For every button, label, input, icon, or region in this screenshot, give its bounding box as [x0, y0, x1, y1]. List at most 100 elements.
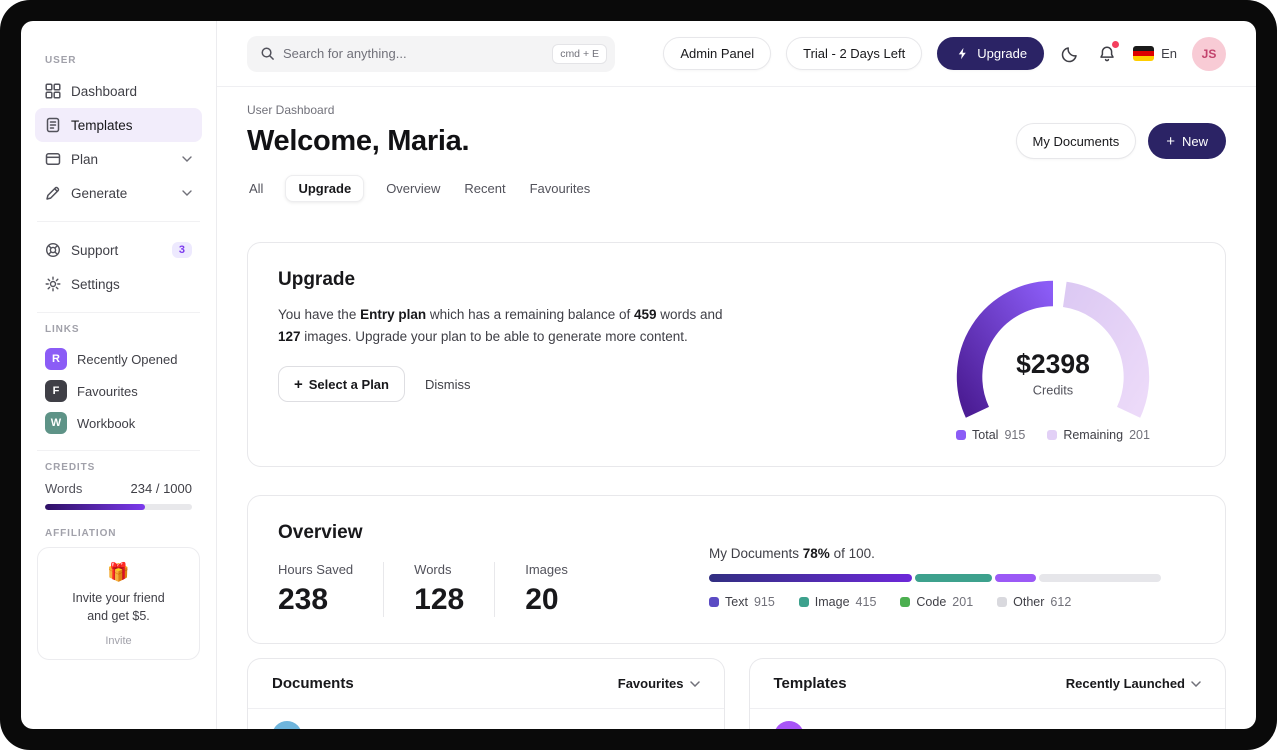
templates-card-title: Templates [773, 675, 847, 693]
document-list-item[interactable]: Untitled Document in Workbook [248, 709, 724, 729]
credits-gauge: $2398 Credits Total 915 Remaining [935, 269, 1171, 442]
stat-words: Words 128 [383, 562, 494, 618]
templates-filter-dropdown[interactable]: Recently Launched [1066, 676, 1201, 691]
credits-label: Words [45, 481, 83, 496]
legend-item-total: Total 915 [956, 428, 1025, 442]
sidebar-section-links: LINKS [45, 324, 80, 335]
legend-item-code: Code 201 [900, 595, 973, 609]
tab-overview[interactable]: Overview [384, 176, 442, 201]
breadcrumb: User Dashboard [247, 103, 335, 117]
notifications-button[interactable] [1096, 40, 1120, 65]
overview-card-title: Overview [278, 522, 363, 544]
bell-icon [1100, 45, 1114, 61]
search-icon [259, 46, 275, 62]
chevron-down-icon [182, 190, 192, 196]
sidebar-item-label: Dashboard [71, 83, 138, 99]
sidebar-item-label: Settings [71, 276, 120, 292]
credits-words-row: Words 234 / 1000 [45, 481, 192, 496]
legend-item-image: Image 415 [798, 595, 876, 609]
chevron-down-icon [689, 680, 700, 687]
sidebar-section-affiliation: AFFILIATION [45, 528, 117, 539]
legend-item-other: Other 612 [997, 595, 1071, 609]
pencil-icon [45, 185, 61, 201]
segment-image [915, 574, 993, 583]
dashboard-tabs: All Upgrade Overview Recent Favourites [247, 175, 1226, 202]
plus-icon: + [294, 375, 303, 393]
page-title: Welcome, Maria. [247, 124, 470, 157]
main-column: cmd + E Admin Panel Trial - 2 Days Left … [217, 21, 1256, 729]
search-input-wrapper[interactable]: cmd + E [247, 35, 615, 72]
credits-gauge-chart: $2398 Credits [956, 280, 1150, 418]
upgrade-card-body: You have the Entry plan which has a rema… [278, 307, 723, 344]
user-avatar[interactable]: JS [1192, 36, 1226, 71]
sidebar-section-user: USER [45, 55, 77, 66]
templates-card-header: Templates Recently Launched [749, 659, 1225, 710]
tab-favourites[interactable]: Favourites [528, 176, 593, 201]
support-buoy-icon [45, 242, 61, 258]
segment-text [709, 574, 913, 583]
sidebar-item-templates[interactable]: Templates [35, 108, 202, 142]
affiliation-text-line2: and get $5. [87, 609, 150, 624]
invite-button[interactable]: Invite [105, 635, 132, 648]
sidebar-link-recently-opened[interactable]: R Recently Opened [35, 343, 202, 375]
legend-swatch [798, 597, 809, 608]
topbar-right: Admin Panel Trial - 2 Days Left Upgrade [663, 36, 1226, 71]
dark-mode-toggle[interactable] [1059, 43, 1081, 65]
dashboard-content: User Dashboard Welcome, Maria. My Docume… [217, 87, 1256, 729]
legend-swatch [997, 597, 1008, 608]
admin-panel-button[interactable]: Admin Panel [663, 37, 772, 70]
sidebar-item-label: Support [71, 242, 119, 258]
sidebar: USER Dashboard Templates Plan [21, 21, 217, 729]
my-documents-button[interactable]: My Documents [1015, 123, 1137, 159]
search-shortcut-badge: cmd + E [552, 43, 607, 64]
legend-swatch [956, 430, 967, 441]
dismiss-button[interactable]: Dismiss [424, 376, 471, 392]
plus-icon: + [1166, 132, 1175, 150]
legend-item-remaining: Remaining 201 [1047, 428, 1150, 442]
plan-window-icon [45, 151, 61, 167]
language-selector[interactable]: En [1133, 46, 1177, 61]
title-row: Welcome, Maria. My Documents + New [247, 123, 1226, 159]
documents-card-title: Documents [272, 675, 354, 693]
upgrade-button[interactable]: Upgrade [937, 37, 1045, 70]
trial-status-badge[interactable]: Trial - 2 Days Left [786, 37, 923, 70]
dashboard-grid-icon [45, 83, 61, 99]
documents-filter-dropdown[interactable]: Favourites [618, 676, 700, 691]
select-plan-button[interactable]: + Select a Plan [278, 366, 405, 403]
documents-progress: My Documents 78% of 100. Text 915 [709, 546, 1161, 617]
gear-icon [45, 276, 61, 292]
sidebar-item-generate[interactable]: Generate [35, 176, 202, 210]
sidebar-link-favourites[interactable]: F Favourites [35, 375, 202, 407]
template-list-item[interactable]: Blog Post Title in Workbook [750, 709, 1226, 729]
sidebar-item-label: Templates [71, 117, 133, 133]
gift-icon: 🎁 [107, 562, 130, 582]
sidebar-link-workbook[interactable]: W Workbook [35, 407, 202, 439]
sidebar-item-settings[interactable]: Settings [35, 267, 202, 301]
sidebar-item-dashboard[interactable]: Dashboard [35, 74, 202, 108]
new-button[interactable]: + New [1148, 123, 1226, 159]
legend-swatch [900, 597, 911, 608]
sidebar-link-label: Workbook [77, 415, 136, 431]
sidebar-divider [37, 221, 200, 222]
stat-hours-saved: Hours Saved 238 [278, 562, 354, 617]
germany-flag-icon [1133, 46, 1155, 61]
sidebar-item-support[interactable]: Support 3 [35, 233, 202, 267]
overview-stats: Hours Saved 238 Words 128 Images 20 [278, 562, 598, 618]
gauge-center-label: Credits [1033, 383, 1073, 398]
search-input[interactable] [283, 46, 545, 61]
template-avatar [773, 721, 804, 729]
title-actions: My Documents + New [1015, 123, 1226, 159]
sidebar-item-plan[interactable]: Plan [35, 142, 202, 176]
tab-upgrade[interactable]: Upgrade [285, 175, 365, 202]
progress-legend: Text 915 Image 415 Code 201 [709, 595, 1161, 609]
overview-card-left: Overview Hours Saved 238 Words 128 [278, 522, 598, 618]
upgrade-card-title: Upgrade [278, 269, 356, 290]
tab-all[interactable]: All [247, 176, 265, 201]
credits-value: 234 / 1000 [130, 481, 192, 496]
moon-icon [1061, 46, 1077, 62]
affiliation-text: Invite your friend and get $5. [46, 589, 191, 625]
sidebar-item-label: Plan [71, 151, 99, 167]
tab-recent[interactable]: Recent [462, 176, 507, 201]
gauge-center-value: $2398 [1016, 349, 1090, 379]
